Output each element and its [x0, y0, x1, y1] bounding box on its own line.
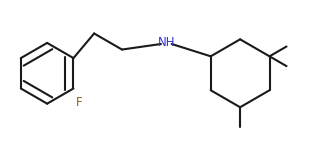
Text: NH: NH — [158, 36, 175, 49]
Text: F: F — [76, 96, 82, 109]
